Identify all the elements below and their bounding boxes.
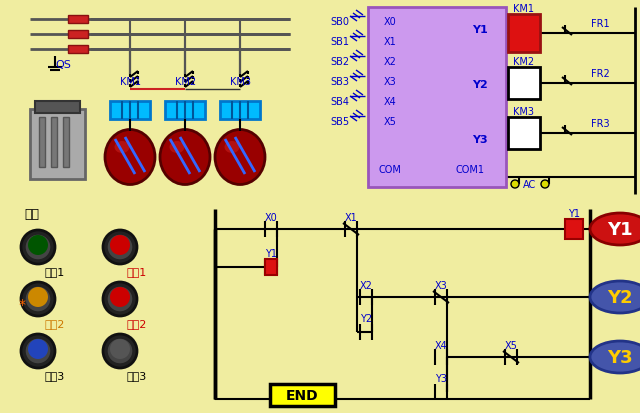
FancyBboxPatch shape	[165, 102, 205, 120]
Circle shape	[21, 230, 55, 264]
Circle shape	[25, 286, 51, 312]
Circle shape	[28, 339, 48, 359]
Text: COM: COM	[379, 165, 401, 175]
Text: 启动1: 启动1	[45, 266, 65, 276]
Text: X0: X0	[264, 212, 277, 223]
FancyBboxPatch shape	[35, 102, 80, 114]
FancyBboxPatch shape	[565, 219, 583, 240]
Text: X2: X2	[383, 57, 396, 67]
Ellipse shape	[105, 130, 155, 185]
Circle shape	[103, 282, 137, 316]
FancyBboxPatch shape	[63, 118, 69, 168]
Text: X5: X5	[504, 340, 517, 350]
Text: AC: AC	[524, 180, 536, 190]
Text: KM1: KM1	[120, 77, 141, 87]
Text: QS: QS	[55, 60, 71, 70]
Circle shape	[107, 286, 133, 312]
Text: X1: X1	[383, 37, 396, 47]
Text: *: *	[19, 297, 26, 311]
Text: Y2: Y2	[607, 288, 633, 306]
Text: 电源: 电源	[24, 208, 40, 221]
Text: Y1: Y1	[568, 209, 580, 218]
Circle shape	[25, 338, 51, 364]
Circle shape	[107, 235, 133, 260]
Text: SB1: SB1	[330, 37, 349, 47]
Text: KM3: KM3	[230, 77, 251, 87]
Text: 停止2: 停止2	[127, 318, 147, 328]
Ellipse shape	[215, 130, 265, 185]
Text: Y1: Y1	[472, 25, 488, 35]
Text: Y2: Y2	[472, 80, 488, 90]
Ellipse shape	[590, 341, 640, 373]
Text: SB0: SB0	[330, 17, 349, 27]
FancyBboxPatch shape	[368, 8, 506, 188]
Text: 启动3: 启动3	[45, 370, 65, 380]
FancyBboxPatch shape	[51, 118, 57, 168]
Text: KM3: KM3	[513, 107, 534, 117]
Text: KM1: KM1	[513, 4, 534, 14]
Text: X4: X4	[435, 340, 447, 350]
Text: X0: X0	[383, 17, 396, 27]
FancyBboxPatch shape	[110, 102, 150, 120]
Circle shape	[103, 334, 137, 368]
FancyBboxPatch shape	[68, 31, 88, 39]
FancyBboxPatch shape	[508, 118, 540, 150]
Text: SB2: SB2	[330, 57, 349, 67]
FancyBboxPatch shape	[39, 118, 45, 168]
Circle shape	[511, 180, 519, 189]
Ellipse shape	[160, 130, 210, 185]
Text: END: END	[285, 388, 318, 402]
Circle shape	[107, 338, 133, 364]
FancyBboxPatch shape	[68, 46, 88, 54]
Text: X2: X2	[360, 280, 372, 290]
Text: X5: X5	[383, 117, 396, 127]
Ellipse shape	[590, 281, 640, 313]
Text: FR1: FR1	[591, 19, 609, 29]
Text: SB3: SB3	[330, 77, 349, 87]
Text: X4: X4	[383, 97, 396, 107]
Text: Y3: Y3	[472, 135, 488, 145]
FancyBboxPatch shape	[68, 16, 88, 24]
Text: Y2: Y2	[360, 313, 372, 323]
FancyBboxPatch shape	[220, 102, 260, 120]
Ellipse shape	[590, 214, 640, 245]
Circle shape	[25, 235, 51, 260]
Text: 停止1: 停止1	[127, 266, 147, 276]
FancyBboxPatch shape	[30, 110, 85, 180]
Circle shape	[28, 287, 48, 307]
FancyBboxPatch shape	[270, 384, 335, 406]
Text: X1: X1	[344, 212, 357, 223]
Ellipse shape	[170, 142, 184, 154]
Text: Y1: Y1	[265, 248, 277, 259]
Text: 启动2: 启动2	[45, 318, 65, 328]
Text: COM1: COM1	[456, 165, 484, 175]
Text: SB4: SB4	[330, 97, 349, 107]
Circle shape	[110, 287, 130, 307]
FancyBboxPatch shape	[508, 15, 540, 53]
Text: Y3: Y3	[607, 348, 633, 366]
Text: 停止3: 停止3	[127, 370, 147, 380]
Circle shape	[21, 282, 55, 316]
Text: Y1: Y1	[607, 221, 633, 238]
Circle shape	[110, 235, 130, 255]
Circle shape	[21, 334, 55, 368]
FancyBboxPatch shape	[508, 68, 540, 100]
Text: SB5: SB5	[330, 117, 349, 127]
Text: KM2: KM2	[175, 77, 196, 87]
Circle shape	[110, 339, 130, 359]
Circle shape	[28, 235, 48, 255]
Text: FR3: FR3	[591, 119, 609, 129]
Text: FR2: FR2	[591, 69, 609, 79]
Text: KM2: KM2	[513, 57, 534, 67]
Circle shape	[103, 230, 137, 264]
Ellipse shape	[115, 142, 129, 154]
Text: X3: X3	[435, 280, 447, 290]
Circle shape	[541, 180, 549, 189]
Ellipse shape	[225, 142, 239, 154]
Text: X3: X3	[383, 77, 396, 87]
FancyBboxPatch shape	[265, 259, 277, 275]
Text: Y3: Y3	[435, 373, 447, 383]
